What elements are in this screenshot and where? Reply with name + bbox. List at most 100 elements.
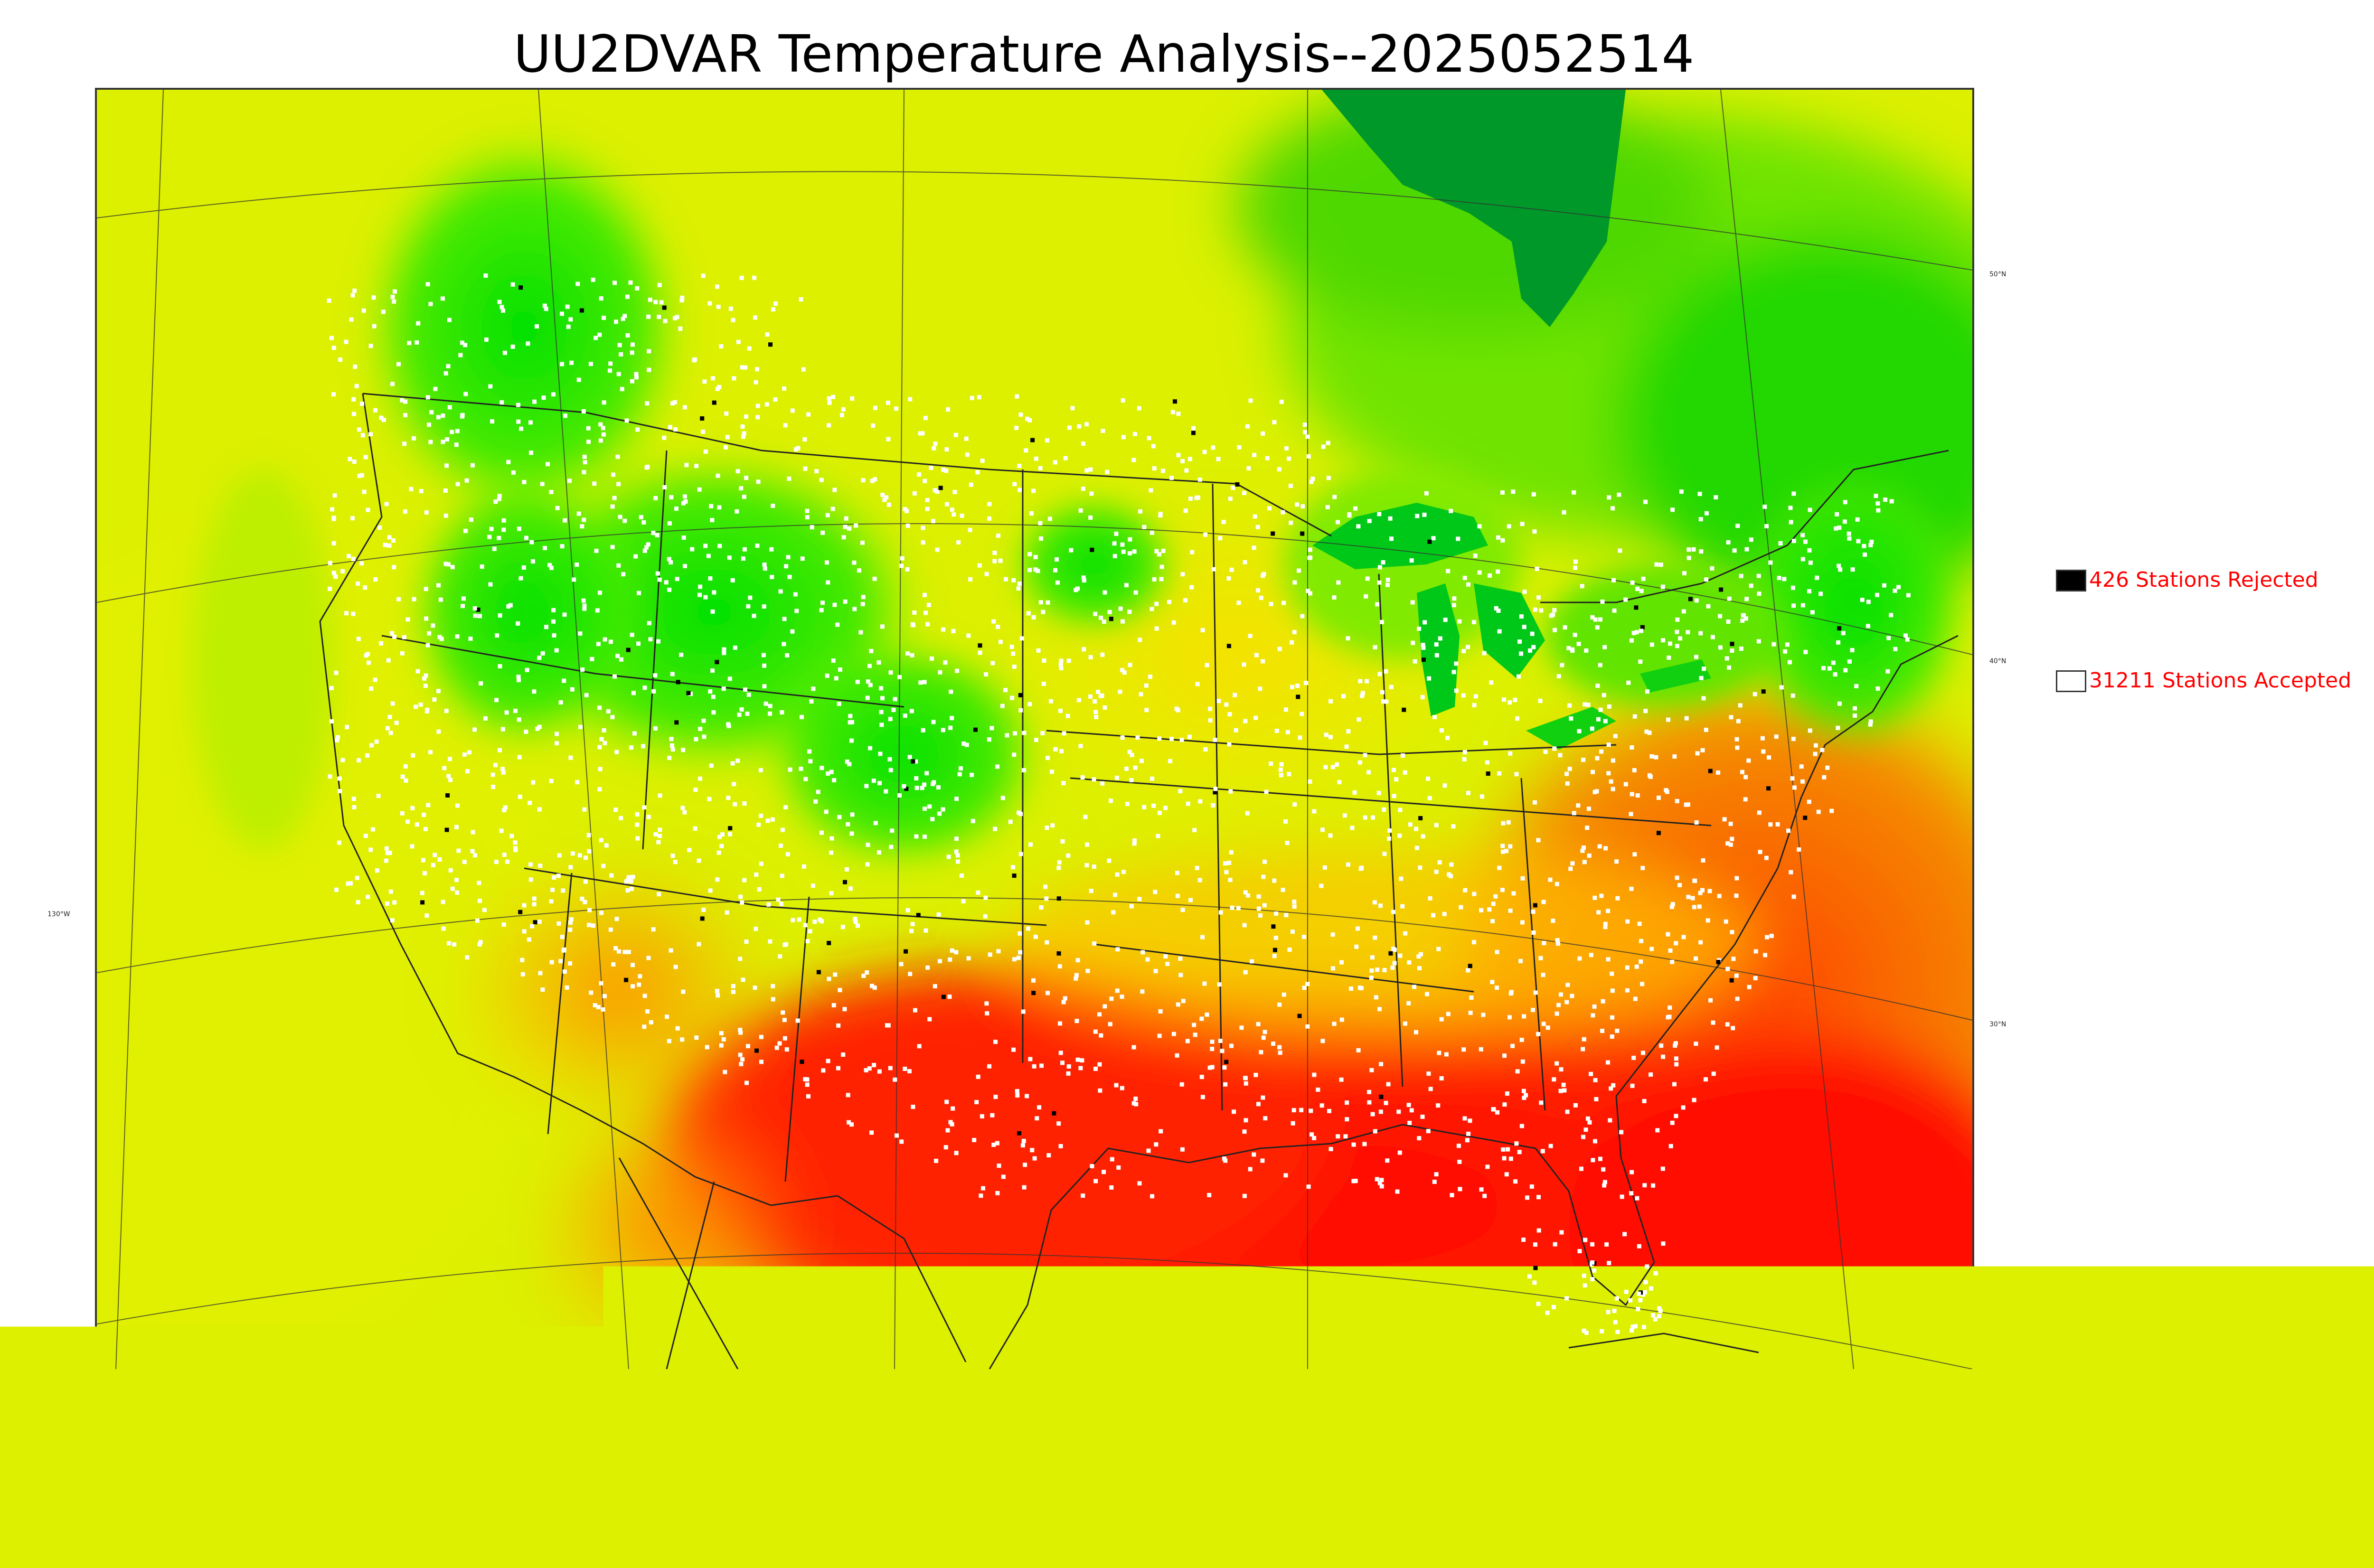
station-accepted-marker [1021, 1010, 1026, 1014]
station-rejected-marker [817, 970, 821, 974]
station-accepted-marker [741, 556, 745, 561]
station-accepted-marker [826, 513, 830, 517]
station-accepted-marker [725, 435, 730, 439]
station-accepted-marker [943, 660, 947, 665]
station-accepted-marker [1650, 642, 1654, 647]
station-accepted-marker [716, 993, 720, 997]
station-accepted-marker [1735, 737, 1739, 742]
station-accepted-marker [1632, 852, 1637, 856]
station-accepted-marker [383, 543, 387, 547]
station-accepted-marker [1682, 609, 1686, 613]
station-accepted-marker [584, 855, 588, 860]
station-rejected-marker [1235, 482, 1239, 487]
station-accepted-marker [456, 482, 460, 486]
station-accepted-marker [1630, 745, 1634, 750]
station-accepted-marker [913, 1008, 917, 1013]
station-accepted-marker [1653, 1317, 1658, 1322]
station-accepted-marker [977, 395, 981, 399]
station-accepted-marker [642, 805, 647, 809]
station-accepted-marker [993, 827, 997, 831]
colorbar-tick-label: 25 [1364, 1505, 1391, 1530]
station-accepted-marker [1506, 1147, 1510, 1152]
station-accepted-marker [1452, 596, 1456, 601]
station-accepted-marker [1807, 589, 1811, 593]
station-accepted-marker [1010, 645, 1014, 649]
station-accepted-marker [1040, 731, 1045, 735]
station-accepted-marker [478, 614, 482, 618]
station-accepted-marker [1708, 998, 1713, 1003]
station-accepted-marker [956, 860, 960, 864]
station-accepted-marker [1479, 1047, 1483, 1052]
station-accepted-marker [1219, 911, 1223, 915]
station-accepted-marker [1331, 966, 1335, 970]
colorbar [475, 1448, 1589, 1507]
colorbar-segment [934, 1449, 962, 1505]
station-accepted-marker [422, 676, 426, 681]
station-accepted-marker [802, 437, 807, 441]
station-accepted-marker [1754, 949, 1758, 954]
station-rejected-marker [580, 309, 584, 313]
station-accepted-marker [1428, 896, 1432, 901]
station-accepted-marker [1461, 649, 1466, 653]
station-accepted-marker [1345, 1100, 1349, 1105]
station-accepted-marker [478, 942, 482, 947]
station-accepted-marker [1725, 1022, 1730, 1026]
station-accepted-marker [779, 902, 783, 906]
station-accepted-marker [1103, 591, 1107, 595]
station-accepted-marker [1385, 583, 1390, 587]
station-accepted-marker [1446, 569, 1450, 573]
station-accepted-marker [1133, 1097, 1138, 1101]
station-accepted-marker [563, 969, 567, 974]
station-accepted-marker [1542, 1022, 1546, 1026]
station-accepted-marker [1320, 1039, 1325, 1043]
station-accepted-marker [602, 728, 606, 732]
station-accepted-marker [1382, 807, 1386, 812]
station-accepted-marker [559, 700, 563, 704]
station-accepted-marker [1028, 1057, 1032, 1061]
station-accepted-marker [833, 973, 837, 977]
station-accepted-marker [921, 728, 925, 732]
station-accepted-marker [1264, 790, 1269, 794]
station-accepted-marker [1505, 1091, 1509, 1096]
station-rejected-marker [973, 728, 978, 732]
station-accepted-marker [1140, 989, 1144, 994]
station-accepted-marker [1659, 1043, 1663, 1048]
station-accepted-marker [1585, 826, 1589, 830]
station-accepted-marker [445, 437, 449, 441]
station-accepted-marker [1184, 469, 1188, 473]
station-accepted-marker [1596, 910, 1601, 914]
station-accepted-marker [647, 815, 651, 819]
station-accepted-marker [1573, 560, 1578, 564]
station-accepted-marker [679, 653, 683, 657]
station-accepted-marker [560, 362, 564, 366]
station-accepted-marker [1856, 517, 1860, 522]
station-accepted-marker [778, 1041, 782, 1045]
station-accepted-marker [1099, 616, 1103, 620]
station-accepted-marker [1001, 1175, 1006, 1179]
station-accepted-marker [779, 589, 783, 593]
station-accepted-marker [1734, 876, 1739, 881]
station-accepted-marker [668, 521, 672, 526]
station-accepted-marker [674, 507, 678, 511]
station-accepted-marker [738, 957, 742, 961]
station-accepted-marker [1244, 1076, 1248, 1080]
station-accepted-marker [441, 296, 445, 300]
station-accepted-marker [944, 1145, 948, 1149]
station-accepted-marker [488, 384, 492, 388]
station-accepted-marker [1005, 733, 1009, 737]
station-accepted-marker [841, 925, 845, 929]
station-accepted-marker [842, 1007, 847, 1011]
station-accepted-marker [1094, 715, 1098, 719]
station-accepted-marker [441, 413, 445, 418]
station-accepted-marker [635, 836, 640, 841]
station-accepted-marker [1786, 828, 1790, 833]
station-accepted-marker [1629, 812, 1633, 816]
station-accepted-marker [368, 432, 373, 436]
station-accepted-marker [377, 794, 381, 798]
station-accepted-marker [1127, 610, 1131, 614]
station-accepted-marker [444, 514, 448, 518]
station-accepted-marker [578, 631, 582, 636]
station-accepted-marker [1248, 634, 1253, 638]
station-accepted-marker [1668, 641, 1672, 646]
station-accepted-marker [1564, 1296, 1569, 1300]
